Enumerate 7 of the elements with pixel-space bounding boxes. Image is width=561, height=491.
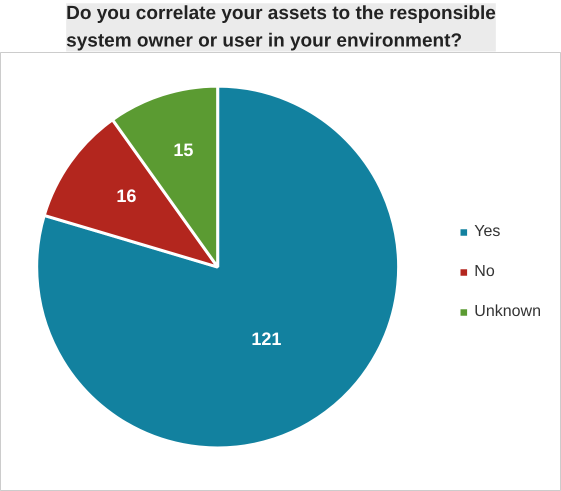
chart-title: Do you correlate your assets to the responsible system owner or user in your environment? bbox=[66, 3, 496, 52]
legend-label: Yes bbox=[474, 222, 500, 240]
legend-label: Unknown bbox=[474, 302, 541, 320]
data-label: 15 bbox=[173, 140, 194, 160]
data-label: 121 bbox=[251, 329, 282, 350]
data-label: 16 bbox=[116, 186, 136, 206]
legend-label: No bbox=[474, 262, 495, 280]
